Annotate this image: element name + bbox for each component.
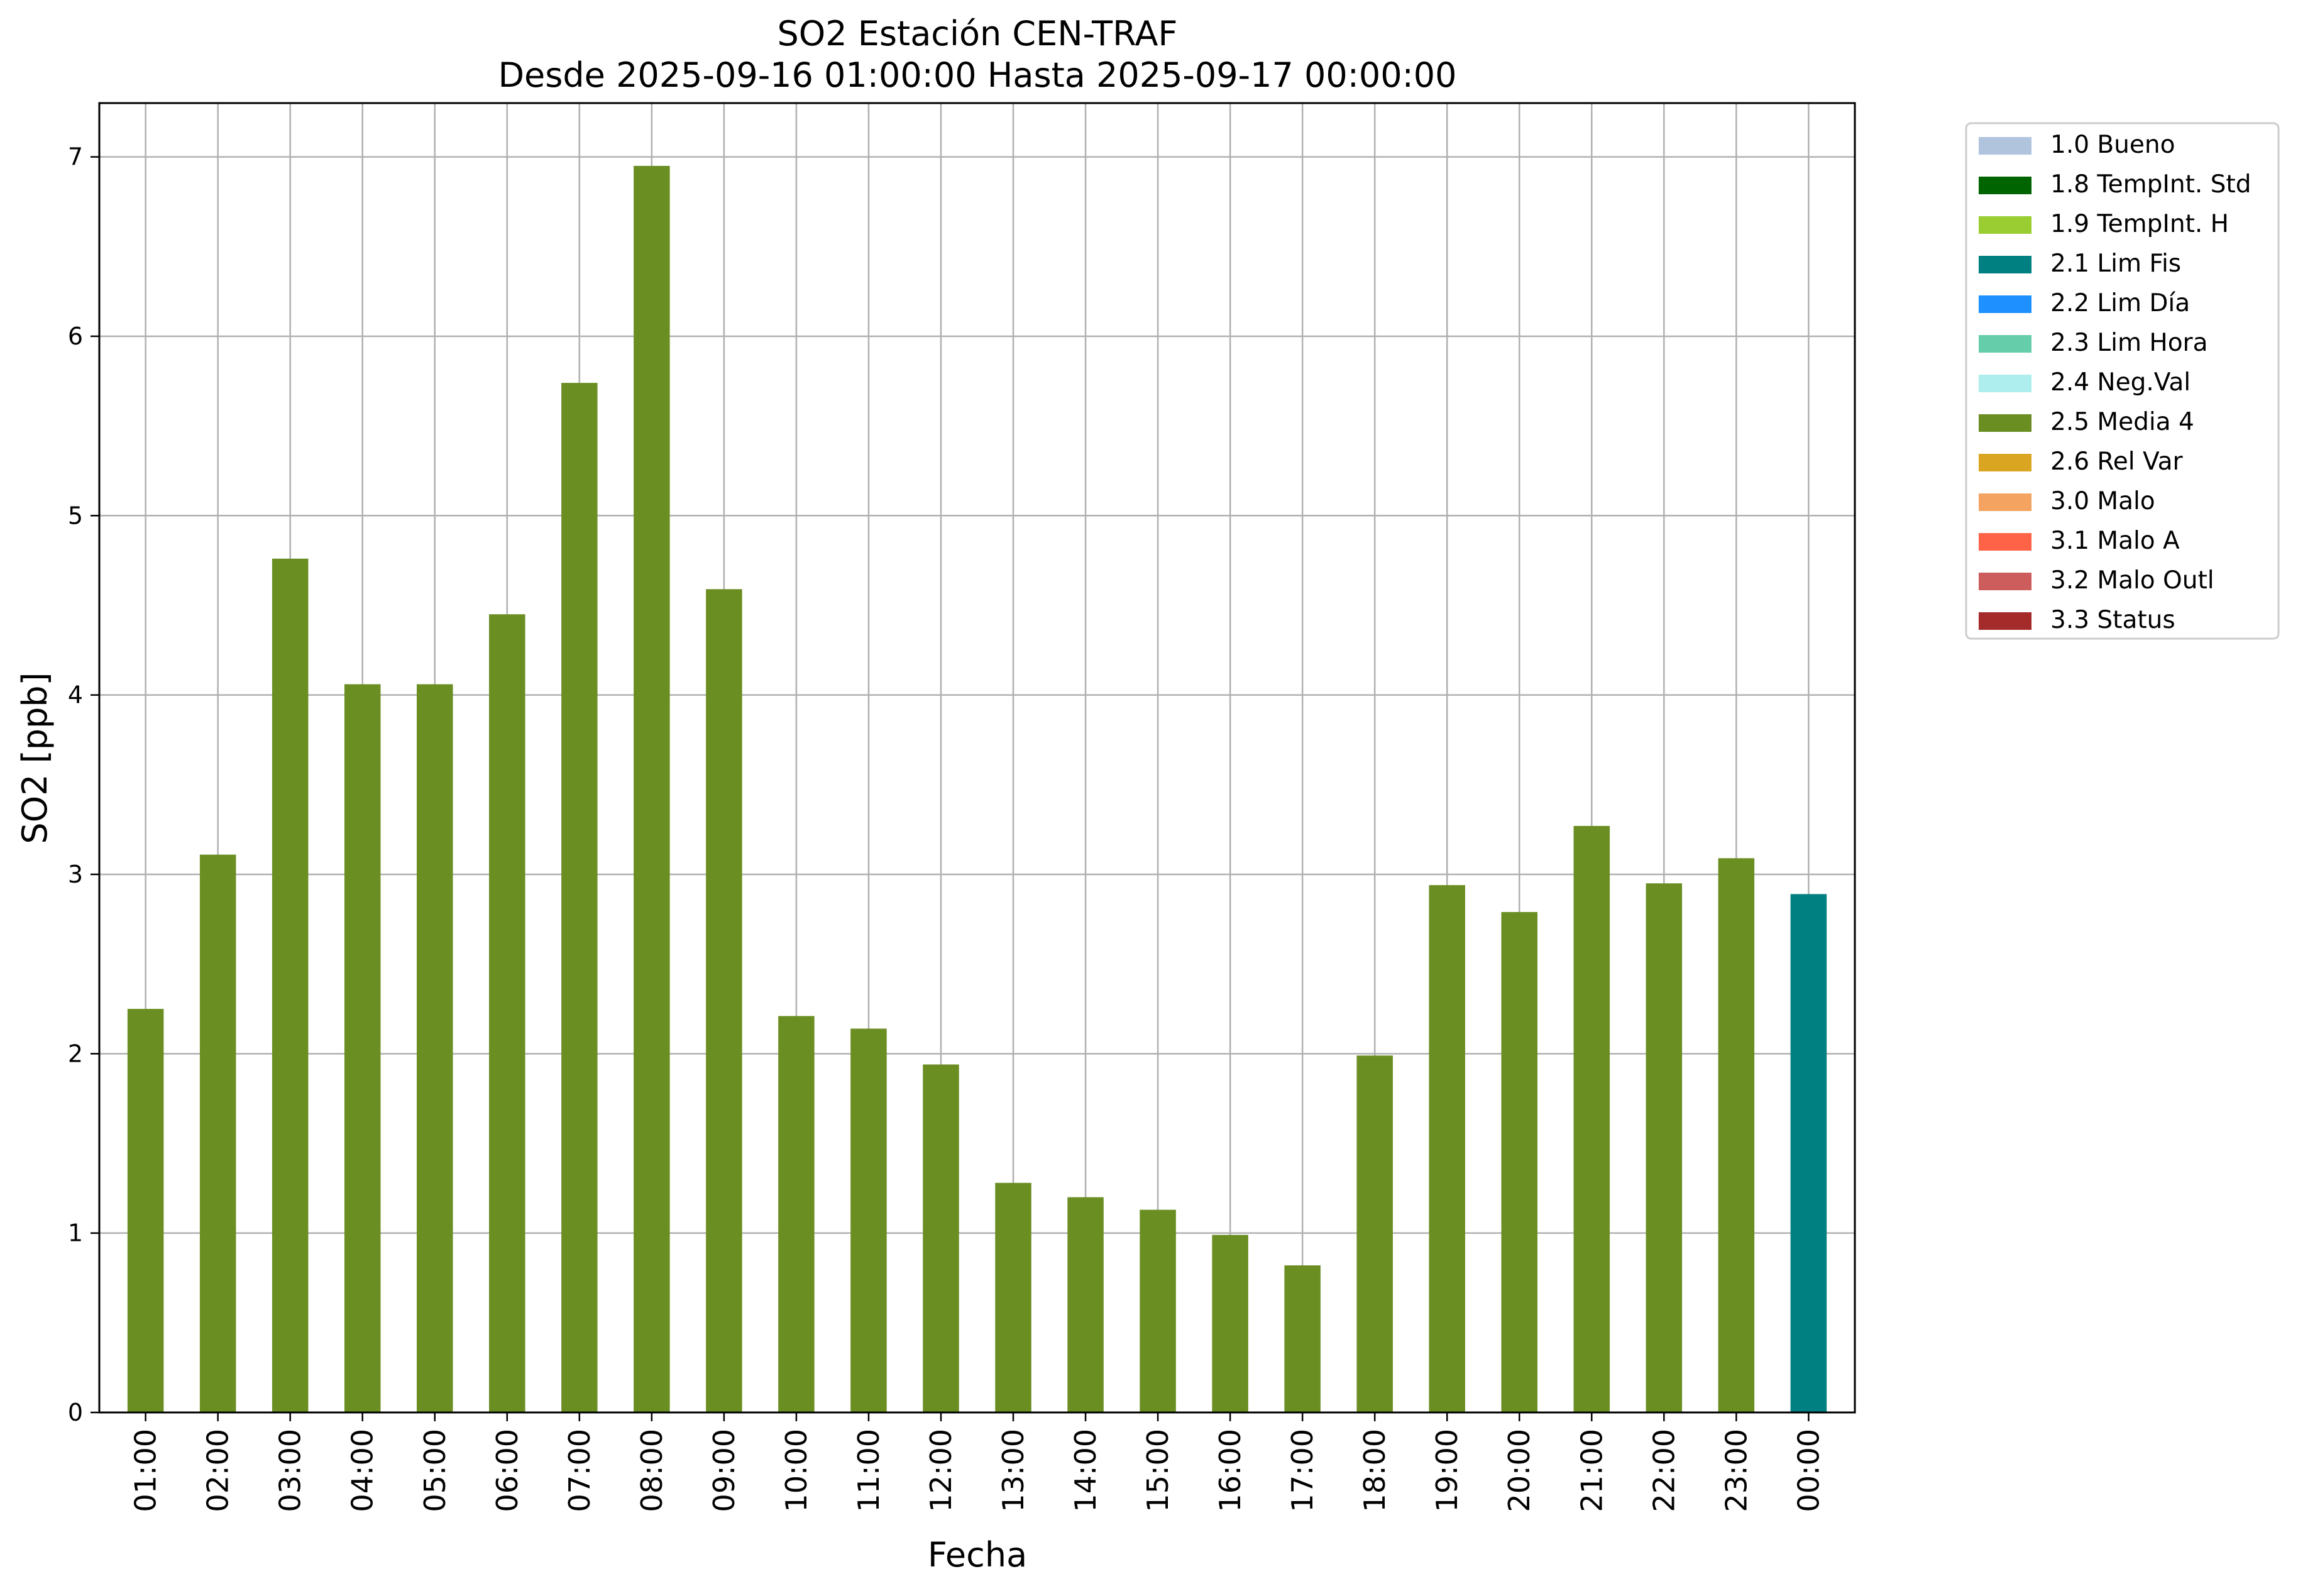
- legend-label: 2.5 Media 4: [2050, 408, 2194, 436]
- bar-0200: [199, 854, 236, 1412]
- legend-swatch: [1979, 177, 2031, 194]
- legend-label: 3.0 Malo: [2050, 487, 2155, 515]
- bar-0900: [706, 589, 742, 1412]
- legend-swatch: [1979, 533, 2031, 551]
- bar-2000: [1501, 911, 1538, 1412]
- bar-0000: [1790, 894, 1827, 1412]
- x-tick-label: 17:00: [1285, 1429, 1319, 1512]
- x-axis-label: Fecha: [928, 1535, 1027, 1575]
- y-tick-label: 7: [68, 143, 83, 171]
- legend-swatch: [1979, 414, 2031, 432]
- legend-swatch: [1979, 454, 2031, 471]
- legend-label: 1.9 TempInt. H: [2050, 210, 2229, 238]
- y-tick-label: 5: [68, 502, 83, 529]
- x-tick-label: 05:00: [418, 1429, 452, 1512]
- x-tick-label: 03:00: [273, 1429, 307, 1512]
- legend-label: 3.3 Status: [2050, 606, 2175, 634]
- chart-title: SO2 Estación CEN-TRAF: [777, 14, 1177, 53]
- bar-1000: [778, 1016, 815, 1412]
- legend-swatch: [1979, 256, 2031, 273]
- x-tick-label: 06:00: [490, 1429, 524, 1512]
- bar-1900: [1429, 885, 1465, 1412]
- bar-0300: [272, 558, 309, 1413]
- x-tick-label: 00:00: [1791, 1429, 1825, 1512]
- y-axis-ticks: 0 1 2 3 4 5 6 7: [68, 143, 99, 1426]
- legend-swatch: [1979, 335, 2031, 353]
- legend-label: 2.1 Lim Fis: [2050, 250, 2181, 278]
- legend-label: 1.0 Bueno: [2050, 131, 2175, 159]
- x-tick-label: 04:00: [346, 1429, 380, 1512]
- x-tick-label: 11:00: [852, 1429, 886, 1512]
- y-tick-label: 4: [68, 681, 83, 709]
- x-tick-label: 20:00: [1502, 1429, 1536, 1512]
- bar-0700: [561, 383, 598, 1412]
- bar-1400: [1067, 1197, 1104, 1412]
- bar-1200: [923, 1064, 959, 1412]
- legend-label: 2.3 Lim Hora: [2050, 329, 2208, 357]
- bar-1500: [1140, 1209, 1176, 1412]
- legend-swatch: [1979, 216, 2031, 234]
- legend-label: 2.6 Rel Var: [2050, 448, 2184, 476]
- bar-1600: [1212, 1235, 1248, 1412]
- legend-swatch: [1979, 612, 2031, 630]
- y-tick-label: 3: [68, 861, 83, 888]
- legend-swatch: [1979, 573, 2031, 590]
- y-tick-label: 2: [68, 1040, 83, 1067]
- plot-frame: [98, 102, 1856, 1414]
- x-tick-label: 12:00: [924, 1429, 958, 1512]
- legend-label: 2.2 Lim Día: [2050, 289, 2190, 317]
- x-tick-label: 15:00: [1141, 1429, 1175, 1512]
- legend-swatch: [1979, 295, 2031, 313]
- bar-2200: [1646, 883, 1683, 1412]
- bar-1800: [1356, 1055, 1393, 1412]
- x-tick-label: 09:00: [707, 1429, 741, 1512]
- y-tick-label: 0: [68, 1399, 83, 1426]
- legend-swatch: [1979, 137, 2031, 155]
- x-tick-label: 16:00: [1213, 1429, 1247, 1512]
- x-tick-label: 14:00: [1069, 1429, 1102, 1512]
- y-axis-label: SO2 [ppb]: [15, 672, 55, 844]
- x-tick-label: 07:00: [563, 1429, 596, 1512]
- x-tick-label: 22:00: [1647, 1429, 1681, 1512]
- x-tick-label: 10:00: [779, 1429, 813, 1512]
- bar-2100: [1573, 825, 1610, 1412]
- bar-0400: [344, 684, 381, 1412]
- bar-0100: [127, 1008, 164, 1412]
- x-axis-ticks: 01:00 02:00 03:00 04:00 05:00 06:00 07:00 08:00…: [129, 1412, 1825, 1512]
- x-tick-label: 18:00: [1358, 1429, 1392, 1512]
- legend: 1.0 Bueno 1.8 TempInt. Std 1.9 TempInt. H 2…: [1965, 122, 2280, 640]
- y-tick-label: 6: [68, 322, 83, 350]
- x-tick-label: 23:00: [1719, 1429, 1753, 1512]
- bar-1300: [995, 1182, 1031, 1412]
- x-tick-label: 19:00: [1430, 1429, 1464, 1512]
- x-tick-label: 08:00: [635, 1429, 669, 1512]
- bars: [127, 165, 1827, 1413]
- legend-label: 3.1 Malo A: [2050, 527, 2180, 555]
- legend-label: 2.4 Neg.Val: [2050, 368, 2191, 397]
- x-tick-label: 01:00: [129, 1429, 163, 1512]
- bar-1100: [850, 1028, 887, 1412]
- legend-swatch: [1979, 375, 2031, 392]
- y-tick-label: 1: [68, 1219, 83, 1247]
- x-tick-label: 02:00: [201, 1429, 235, 1512]
- x-tick-label: 21:00: [1575, 1429, 1608, 1512]
- legend-label: 1.8 TempInt. Std: [2050, 170, 2251, 199]
- bar-0800: [634, 165, 670, 1412]
- bar-1700: [1284, 1265, 1321, 1412]
- bar-0500: [416, 684, 453, 1412]
- legend-swatch: [1979, 493, 2031, 511]
- legend-label: 3.2 Malo Outl: [2050, 566, 2214, 595]
- chart-subtitle: Desde 2025-09-16 01:00:00 Hasta 2025-09-…: [498, 55, 1456, 95]
- bar-0600: [489, 614, 525, 1412]
- legend-frame: [1965, 122, 2280, 640]
- x-tick-label: 13:00: [996, 1429, 1030, 1512]
- bar-2300: [1718, 858, 1755, 1412]
